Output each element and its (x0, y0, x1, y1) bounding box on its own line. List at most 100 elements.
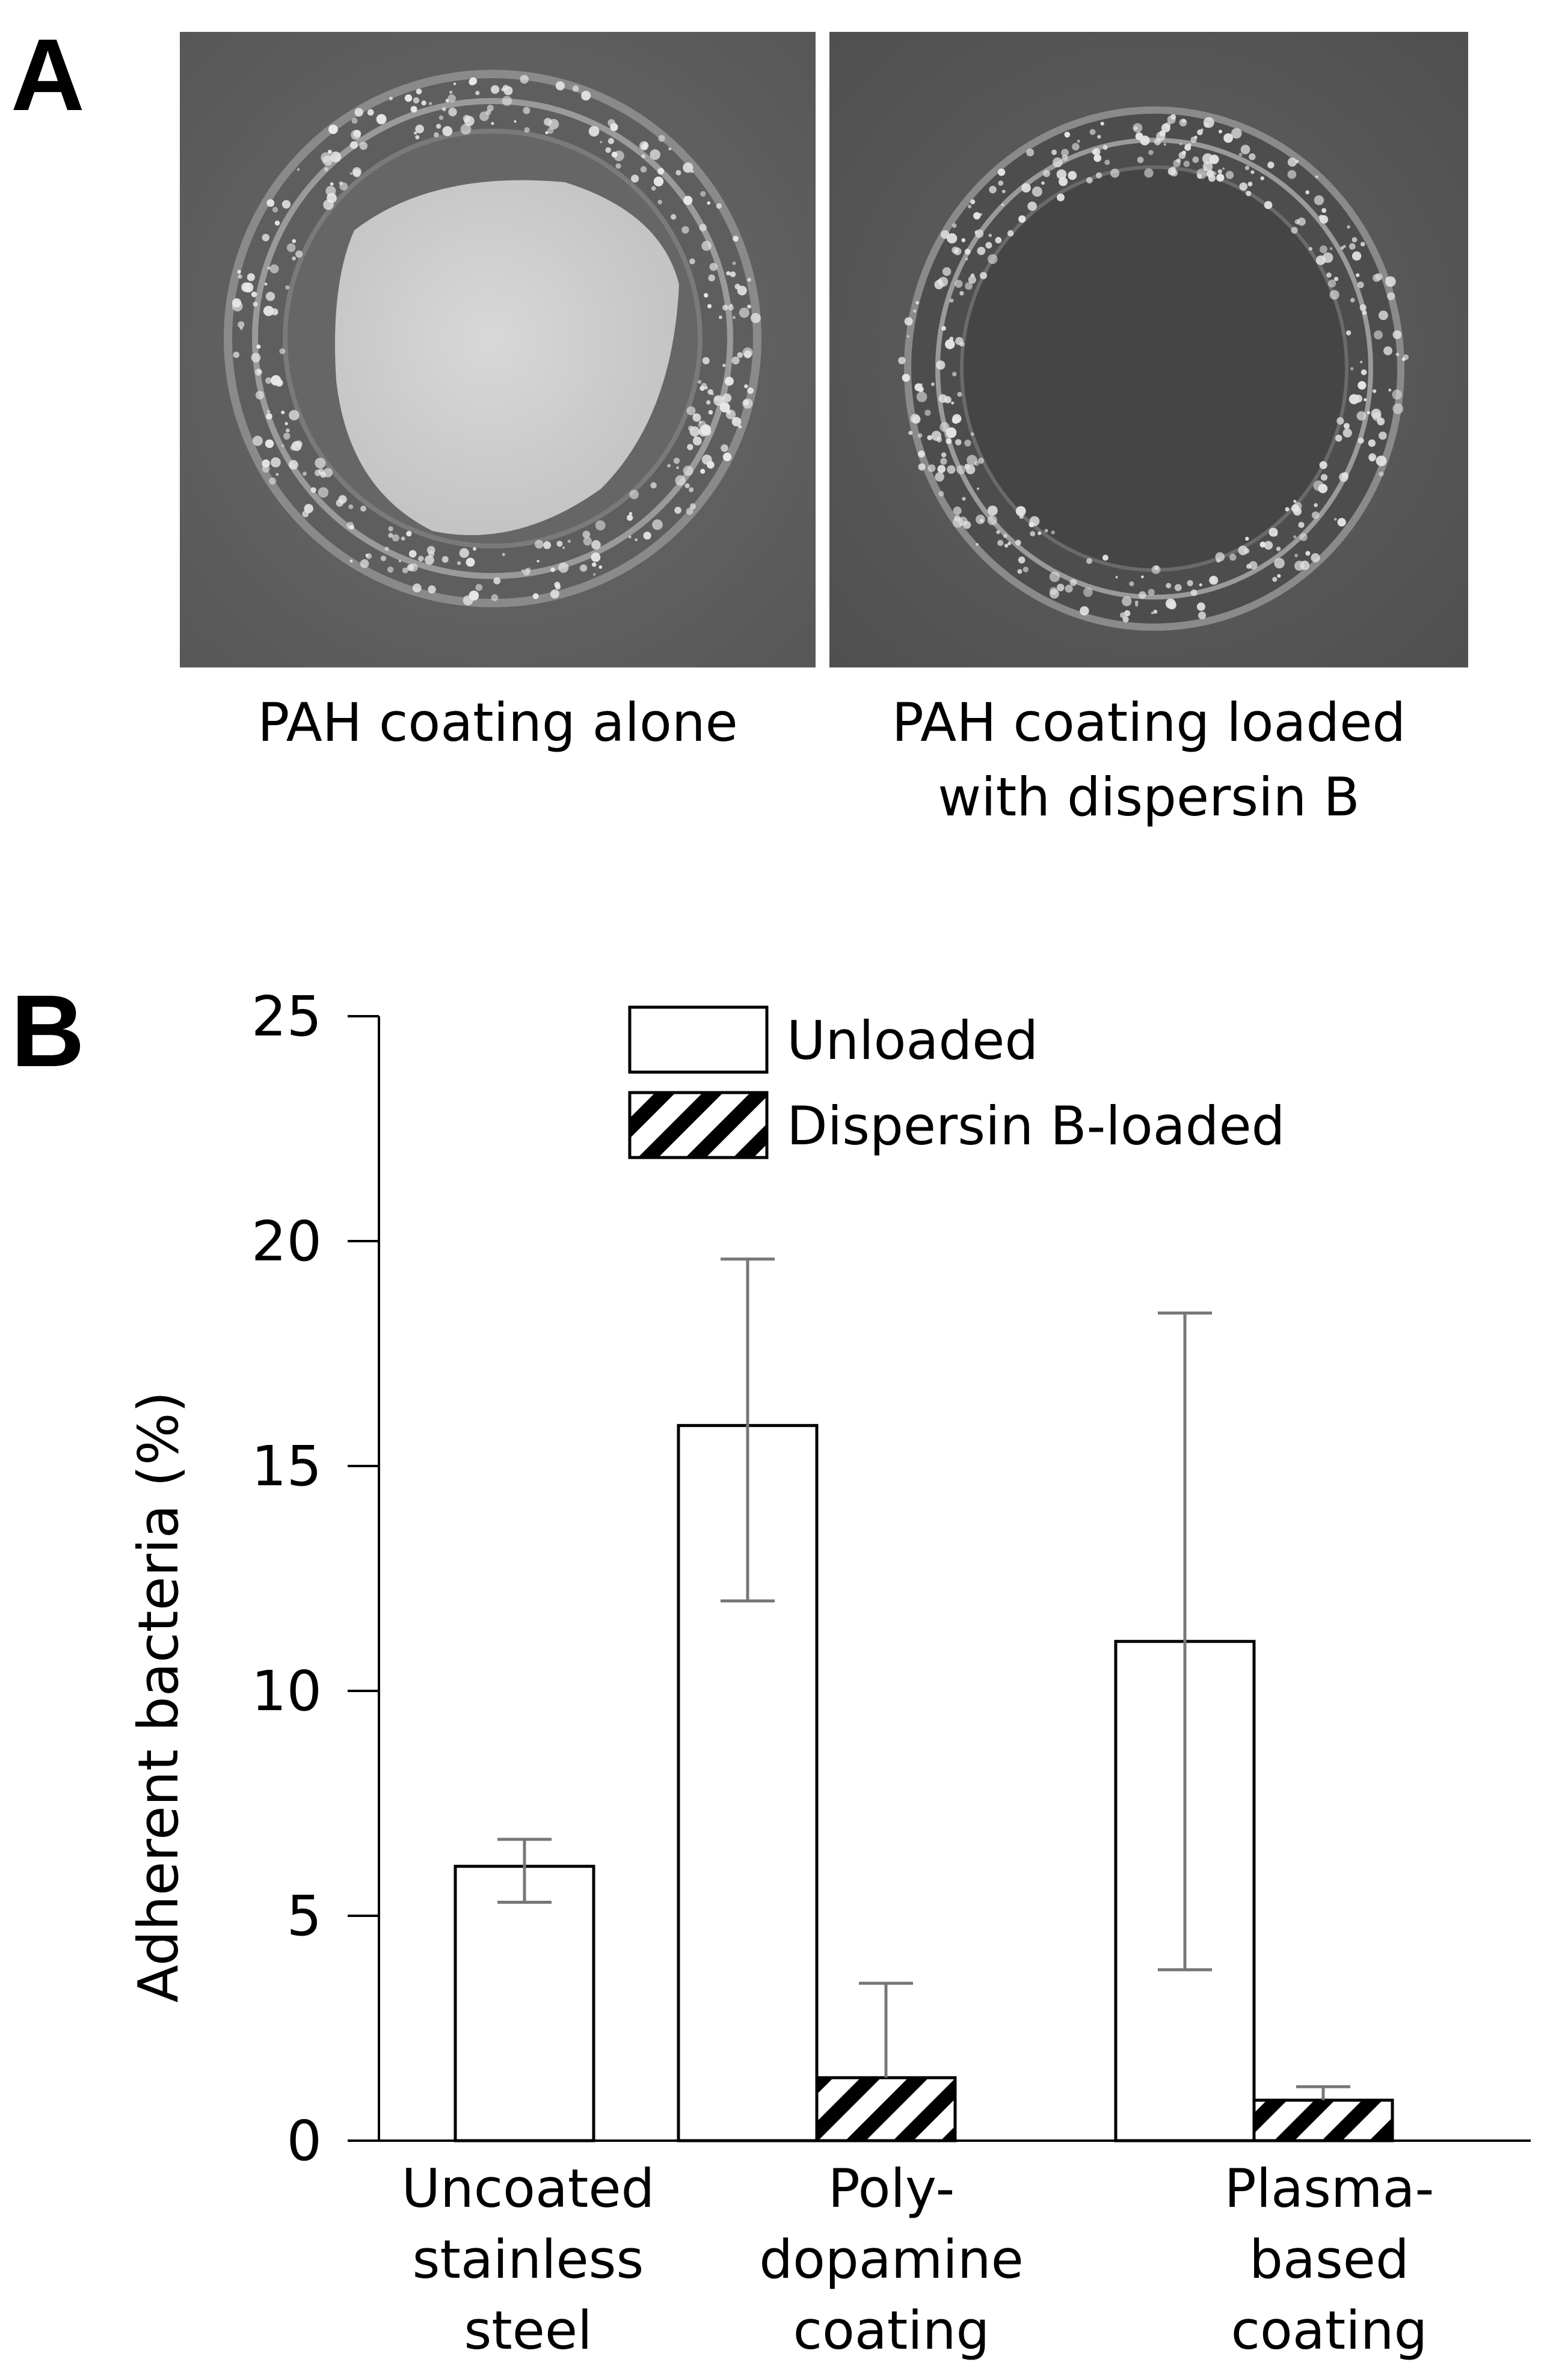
photo-bubble (611, 152, 618, 158)
photo-bubble (330, 152, 342, 162)
photo-bubble (1360, 242, 1365, 247)
photo-bubble (1167, 601, 1176, 610)
photo-bubble (238, 274, 242, 279)
photo-bubble (1181, 150, 1186, 155)
photo-bubble (707, 201, 711, 205)
photo-bubble (1192, 156, 1199, 163)
photo-bubble (295, 250, 303, 258)
photo-bubble (742, 347, 753, 358)
photo-bubble (1318, 483, 1328, 494)
photo-bubble (1272, 577, 1278, 582)
photo-bubble (1246, 563, 1252, 569)
photo-bubble (1018, 215, 1026, 223)
photo-bubble (327, 150, 332, 154)
photo-bubble (410, 106, 417, 113)
photo-bubble (957, 391, 962, 397)
photo-bubble (750, 313, 761, 324)
photo-bubble (1015, 506, 1026, 517)
photo-bubble (398, 559, 402, 563)
photo-bubble (464, 115, 475, 126)
photo-bubble (360, 559, 369, 568)
legend-swatch-dispersin-b-loaded (628, 1091, 769, 1159)
photo-bubble (1240, 144, 1250, 155)
photo-bubble (421, 100, 426, 106)
photo-bubble (1208, 174, 1216, 182)
photo-bubble (689, 426, 700, 437)
photo-bubble (1002, 189, 1006, 194)
photo-bubble (548, 118, 559, 130)
x-category-label: stainless (413, 2228, 644, 2290)
photo-bubble (930, 382, 935, 386)
photo-bubble (959, 342, 965, 347)
photo-bubble (952, 517, 964, 528)
photo-bubble (582, 530, 591, 539)
photo-bubble (1277, 574, 1281, 578)
photo-bubble (1225, 171, 1234, 179)
photo-bubble (707, 304, 712, 308)
photo-bubble (1144, 168, 1154, 178)
photo-bubble (269, 264, 279, 274)
photo-bubble (284, 422, 288, 426)
photo-bubble (976, 514, 985, 524)
photo-bubble (949, 298, 954, 303)
photo-bubble (924, 409, 931, 416)
photo-bubble (689, 258, 695, 265)
photo-bubble (910, 414, 920, 423)
photo-bubble (1209, 155, 1219, 164)
photo-bubble (965, 282, 973, 290)
photo-bubble (725, 409, 736, 420)
photo-bubble (1122, 616, 1129, 623)
photo-bubble (1264, 541, 1273, 550)
photo-bubble (562, 546, 565, 549)
photo-bubble (902, 373, 911, 382)
photo-bubble (303, 471, 307, 476)
photo-bubble (657, 168, 665, 175)
photo-bubble (1287, 158, 1297, 167)
photo-bubble (327, 192, 337, 203)
photo-bubble (532, 593, 539, 600)
photo-bubble (934, 280, 944, 289)
photo-bubble (987, 505, 998, 516)
photo-bubble (915, 301, 919, 305)
photo-bubble (448, 108, 457, 117)
photo-bubble (686, 406, 696, 416)
photo-bubble (592, 562, 597, 567)
photo-bubble (550, 567, 555, 572)
photo-bubble (1383, 346, 1392, 355)
photo-bubble (733, 316, 736, 319)
photo-bubble (1364, 398, 1367, 402)
photo-bubble (232, 298, 242, 308)
photo-bubble (253, 301, 258, 307)
photo-bubble (408, 550, 417, 558)
photo-bubble (387, 566, 394, 573)
photo-bubble (700, 468, 706, 474)
photo-bubble (591, 552, 601, 562)
photo-bubble (964, 464, 970, 470)
photo-bubble (1264, 201, 1273, 209)
photo-bubble (716, 203, 722, 209)
photo-bubble (737, 286, 747, 296)
photo-bubble (964, 440, 971, 447)
photo-bubble (392, 534, 399, 542)
photo-bubble (970, 199, 976, 204)
photo-bubble (1238, 153, 1243, 157)
photo-bubble (459, 548, 469, 558)
photo-bubble (1222, 167, 1225, 170)
photo-bubble (275, 379, 283, 387)
photo-bubble (543, 541, 552, 550)
photo-bubble (1018, 556, 1025, 564)
photo-bubble (442, 107, 446, 111)
photo-bubble (580, 564, 588, 572)
photo-bubble (1246, 191, 1252, 197)
photo-bubble (447, 94, 456, 103)
photo-bubble (965, 257, 968, 261)
photo-bubble (1361, 369, 1367, 375)
photo-bubble (406, 530, 412, 537)
photo-bubble (453, 82, 457, 85)
photo-bubble (429, 102, 432, 105)
photo-bubble (997, 539, 1004, 547)
photo-bubble (1336, 417, 1344, 425)
photo-bubble (1187, 143, 1191, 147)
photo-bubble (502, 96, 512, 106)
photo-bubble (918, 463, 926, 471)
